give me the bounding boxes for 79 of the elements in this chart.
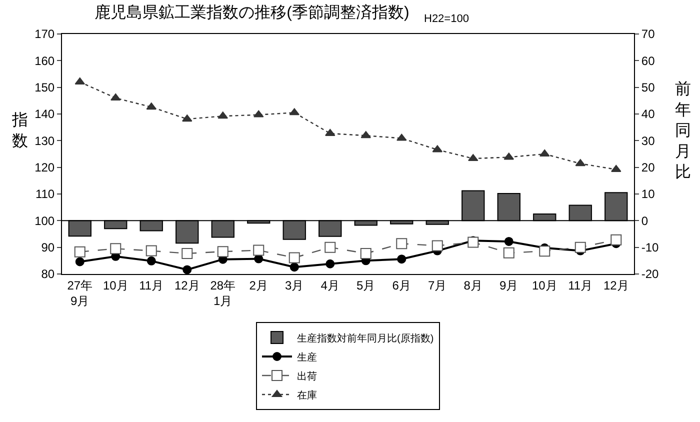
x-tick-label: 4月 [320, 278, 340, 292]
y-tick-label: 150 [34, 80, 55, 95]
chart-title: 鹿児島県鉱工業指数の推移(季節調整済指数) [94, 4, 410, 22]
point [326, 259, 335, 268]
point [110, 243, 122, 254]
y2-tick-label: 10 [641, 187, 656, 202]
point [574, 242, 586, 253]
point [610, 234, 622, 246]
x-tick-label: 27年 9月 [67, 278, 93, 308]
point [146, 245, 157, 256]
x-tick-label: 11月 [568, 278, 593, 292]
point [504, 236, 514, 246]
point [254, 110, 264, 118]
x-tick-label: 5月 [356, 278, 376, 292]
point [75, 257, 84, 266]
point [288, 252, 300, 264]
point [396, 238, 408, 250]
legend-label: 在庫 [297, 389, 317, 402]
point [432, 240, 443, 252]
point [504, 152, 514, 160]
y-tick-label: 140 [34, 107, 55, 122]
y2-tick-label: 20 [641, 160, 656, 175]
x-tick-label: 11月 [139, 278, 164, 292]
point [575, 159, 586, 166]
point [290, 262, 299, 272]
point [182, 114, 192, 122]
chart-subtitle: H22=100 [424, 13, 469, 25]
point [360, 248, 372, 259]
x-tick-label: 10月 [102, 278, 128, 292]
x-tick-label: 6月 [392, 278, 411, 292]
point [253, 244, 264, 256]
x-tick-label: 12月 [174, 278, 200, 292]
point [396, 134, 407, 141]
x-tick-label: 7月 [428, 278, 447, 292]
x-tick-label: 2月 [249, 278, 268, 292]
point [324, 242, 336, 253]
point [217, 246, 228, 258]
point [289, 108, 300, 116]
y2-tick-label: -20 [641, 267, 660, 282]
y2-tick-label: 50 [641, 80, 656, 95]
legend-label: 生産 [297, 351, 317, 364]
y2-tick-label: 30 [641, 134, 656, 148]
point [325, 128, 336, 136]
point [146, 256, 156, 266]
point [539, 246, 550, 257]
y-tick-label: 120 [34, 160, 55, 175]
y-tick-label: 170 [34, 27, 55, 42]
y2-tick-label: -10 [641, 240, 660, 255]
x-tick-label: 10月 [532, 278, 558, 292]
point [432, 145, 442, 152]
point [611, 164, 622, 172]
x-tick-label: 28年 1月 [210, 278, 236, 308]
y2-tick-label: 0 [641, 214, 648, 228]
point [468, 236, 479, 248]
legend-label: 生産指数対前年同月比(原指数) [297, 332, 434, 344]
x-tick-label: 8月 [464, 278, 482, 292]
x-tick-label: 9月 [500, 278, 518, 292]
point [503, 247, 514, 258]
point [360, 131, 371, 138]
y-tick-label: 100 [34, 214, 55, 228]
point [74, 246, 86, 258]
y-tick-label: 130 [34, 134, 55, 148]
x-tick-label: 12月 [603, 278, 629, 292]
point [146, 102, 156, 110]
y2-axis-title: 前年同月比 [675, 80, 691, 182]
y-tick-label: 160 [34, 54, 55, 68]
point [182, 265, 192, 274]
point [468, 154, 478, 162]
y-tick-label: 80 [41, 267, 55, 282]
x-tick-label: 3月 [285, 278, 304, 292]
y2-tick-label: 70 [641, 27, 656, 42]
y-axis-title: 指数 [11, 111, 28, 150]
point [397, 254, 406, 264]
y-tick-label: 110 [35, 187, 55, 202]
y-tick-label: 90 [41, 240, 55, 255]
y2-tick-label: 60 [641, 54, 656, 68]
y2-tick-label: 40 [641, 107, 656, 122]
point [218, 112, 228, 119]
legend-label: 出荷 [297, 370, 317, 382]
